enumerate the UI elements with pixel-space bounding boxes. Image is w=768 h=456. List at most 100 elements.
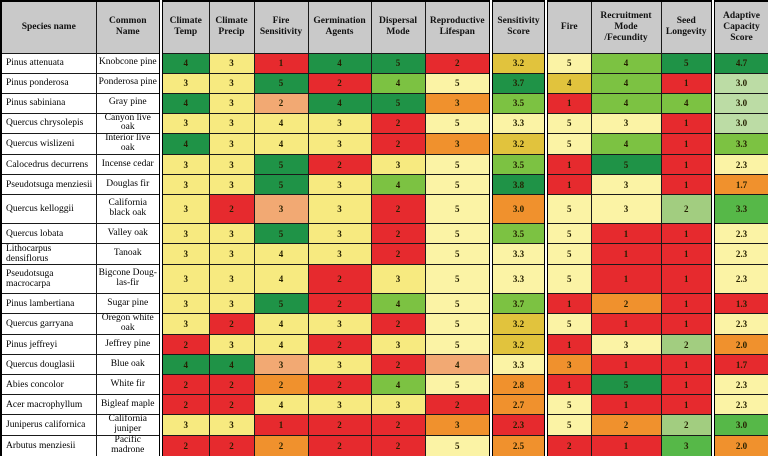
score-cell-fire-sensitivity: 3: [253, 354, 309, 376]
score-cell-recruitment-mode-fecundity: 1: [590, 264, 662, 295]
score-cell-fire-sensitivity: 2: [253, 92, 309, 114]
score-cell-climate-temp: 3: [159, 223, 210, 245]
common-name-cell: Jeffrey pine: [95, 334, 162, 356]
score-cell-fire-sensitivity: 5: [253, 223, 309, 245]
common-name-cell: Canyon live oak: [95, 112, 162, 135]
score-cell-germination-agents: 2: [307, 374, 372, 396]
score-cell-sensitivity-score: 3.3: [489, 264, 547, 295]
score-cell-climate-precip: 3: [208, 243, 255, 266]
score-cell-dispersal-mode: 4: [370, 174, 426, 196]
score-cell-dispersal-mode: 2: [370, 223, 426, 245]
common-name-cell: California black oak: [95, 194, 162, 225]
score-cell-recruitment-mode-fecundity: 1: [590, 354, 662, 376]
score-cell-seed-longevity: 1: [660, 313, 714, 336]
score-cell-dispersal-mode: 5: [370, 52, 426, 74]
score-cell-fire-sensitivity: 4: [253, 264, 309, 295]
score-cell-fire: 5: [544, 194, 592, 225]
score-cell-germination-agents: 2: [307, 293, 372, 315]
score-cell-climate-precip: 3: [208, 223, 255, 245]
score-cell-recruitment-mode-fecundity: 4: [590, 92, 662, 114]
score-cell-fire-sensitivity: 4: [253, 394, 309, 416]
score-cell-climate-temp: 2: [159, 394, 210, 416]
score-cell-seed-longevity: 3: [660, 435, 714, 456]
species-name-cell: Calocedrus decurrens: [0, 154, 97, 176]
score-cell-reproductive-lifespan: 4: [424, 354, 492, 376]
score-cell-reproductive-lifespan: 5: [424, 154, 492, 176]
score-cell-germination-agents: 3: [307, 133, 372, 156]
column-header-climate-temp: Climate Temp: [159, 0, 210, 54]
score-cell-climate-precip: 2: [208, 313, 255, 336]
score-cell-germination-agents: 2: [307, 414, 372, 437]
score-cell-fire-sensitivity: 2: [253, 435, 309, 456]
score-cell-recruitment-mode-fecundity: 4: [590, 52, 662, 74]
column-header-fire: Fire: [544, 0, 592, 54]
score-cell-dispersal-mode: 2: [370, 194, 426, 225]
table-row: Lithocarpus densiflorus Tanoak 3 3 4 3 2 5 3.3 5 1…: [0, 243, 768, 266]
species-name-cell: Pinus sabiniana: [0, 92, 97, 114]
score-cell-fire: 1: [544, 174, 592, 196]
score-cell-fire: 1: [544, 374, 592, 396]
score-cell-dispersal-mode: 3: [370, 154, 426, 176]
score-cell-fire: 5: [544, 112, 592, 135]
score-cell-fire-sensitivity: 4: [253, 133, 309, 156]
score-cell-sensitivity-score: 3.2: [489, 334, 547, 356]
score-cell-climate-temp: 3: [159, 414, 210, 437]
score-cell-seed-longevity: 1: [660, 354, 714, 376]
score-cell-fire: 5: [544, 313, 592, 336]
score-cell-recruitment-mode-fecundity: 1: [590, 313, 662, 336]
score-cell-sensitivity-score: 3.2: [489, 52, 547, 74]
score-cell-adaptive-capacity-score: 2.3: [711, 264, 768, 295]
score-cell-climate-temp: 4: [159, 52, 210, 74]
score-cell-germination-agents: 4: [307, 92, 372, 114]
score-cell-seed-longevity: 1: [660, 264, 714, 295]
score-cell-adaptive-capacity-score: 2.3: [711, 154, 768, 176]
score-cell-fire: 5: [544, 394, 592, 416]
column-header-adaptive-capacity-score: Adaptive Capacity Score: [711, 0, 768, 54]
score-cell-dispersal-mode: 2: [370, 435, 426, 456]
score-cell-adaptive-capacity-score: 2.3: [711, 394, 768, 416]
score-cell-germination-agents: 2: [307, 334, 372, 356]
common-name-cell: Gray pine: [95, 92, 162, 114]
score-cell-fire: 5: [544, 52, 592, 74]
score-cell-fire-sensitivity: 4: [253, 334, 309, 356]
score-cell-reproductive-lifespan: 2: [424, 52, 492, 74]
column-header-sensitivity-score: Sensitivity Score: [489, 0, 547, 54]
score-cell-adaptive-capacity-score: 3.0: [711, 414, 768, 437]
score-cell-germination-agents: 3: [307, 313, 372, 336]
score-cell-climate-precip: 3: [208, 334, 255, 356]
score-cell-climate-precip: 4: [208, 354, 255, 376]
column-header-dispersal-mode: Dispersal Mode: [370, 0, 426, 54]
common-name-cell: California juniper: [95, 414, 162, 437]
score-cell-dispersal-mode: 5: [370, 92, 426, 114]
species-name-cell: Acer macrophyllum: [0, 394, 97, 416]
species-name-cell: Juniperus californica: [0, 414, 97, 437]
score-cell-seed-longevity: 4: [660, 92, 714, 114]
score-cell-climate-temp: 3: [159, 293, 210, 315]
score-cell-sensitivity-score: 3.3: [489, 243, 547, 266]
score-cell-climate-precip: 2: [208, 374, 255, 396]
column-header-seed-longevity: Seed Longevity: [660, 0, 714, 54]
score-cell-adaptive-capacity-score: 3.0: [711, 72, 768, 94]
table-row: Quercus lobata Valley oak 3 3 5 3 2 5 3.5 5 1 1 2.3: [0, 223, 768, 245]
common-name-cell: Pacific madrone: [95, 435, 162, 456]
common-name-cell: Douglas fir: [95, 174, 162, 196]
score-cell-climate-temp: 3: [159, 72, 210, 94]
score-cell-recruitment-mode-fecundity: 1: [590, 394, 662, 416]
score-cell-dispersal-mode: 2: [370, 313, 426, 336]
score-cell-germination-agents: 2: [307, 264, 372, 295]
score-cell-sensitivity-score: 3.0: [489, 194, 547, 225]
score-cell-climate-temp: 2: [159, 435, 210, 456]
score-cell-climate-temp: 3: [159, 174, 210, 196]
score-cell-seed-longevity: 1: [660, 293, 714, 315]
species-name-cell: Lithocarpus densiflorus: [0, 243, 97, 266]
score-cell-climate-precip: 3: [208, 133, 255, 156]
score-cell-fire: 1: [544, 293, 592, 315]
score-cell-climate-precip: 3: [208, 293, 255, 315]
score-cell-dispersal-mode: 2: [370, 414, 426, 437]
column-header-reproductive-lifespan: Reproductive Lifespan: [424, 0, 492, 54]
score-cell-adaptive-capacity-score: 2.3: [711, 243, 768, 266]
score-cell-adaptive-capacity-score: 2.3: [711, 313, 768, 336]
species-name-cell: Quercus lobata: [0, 223, 97, 245]
score-cell-fire-sensitivity: 4: [253, 243, 309, 266]
score-cell-fire-sensitivity: 1: [253, 52, 309, 74]
